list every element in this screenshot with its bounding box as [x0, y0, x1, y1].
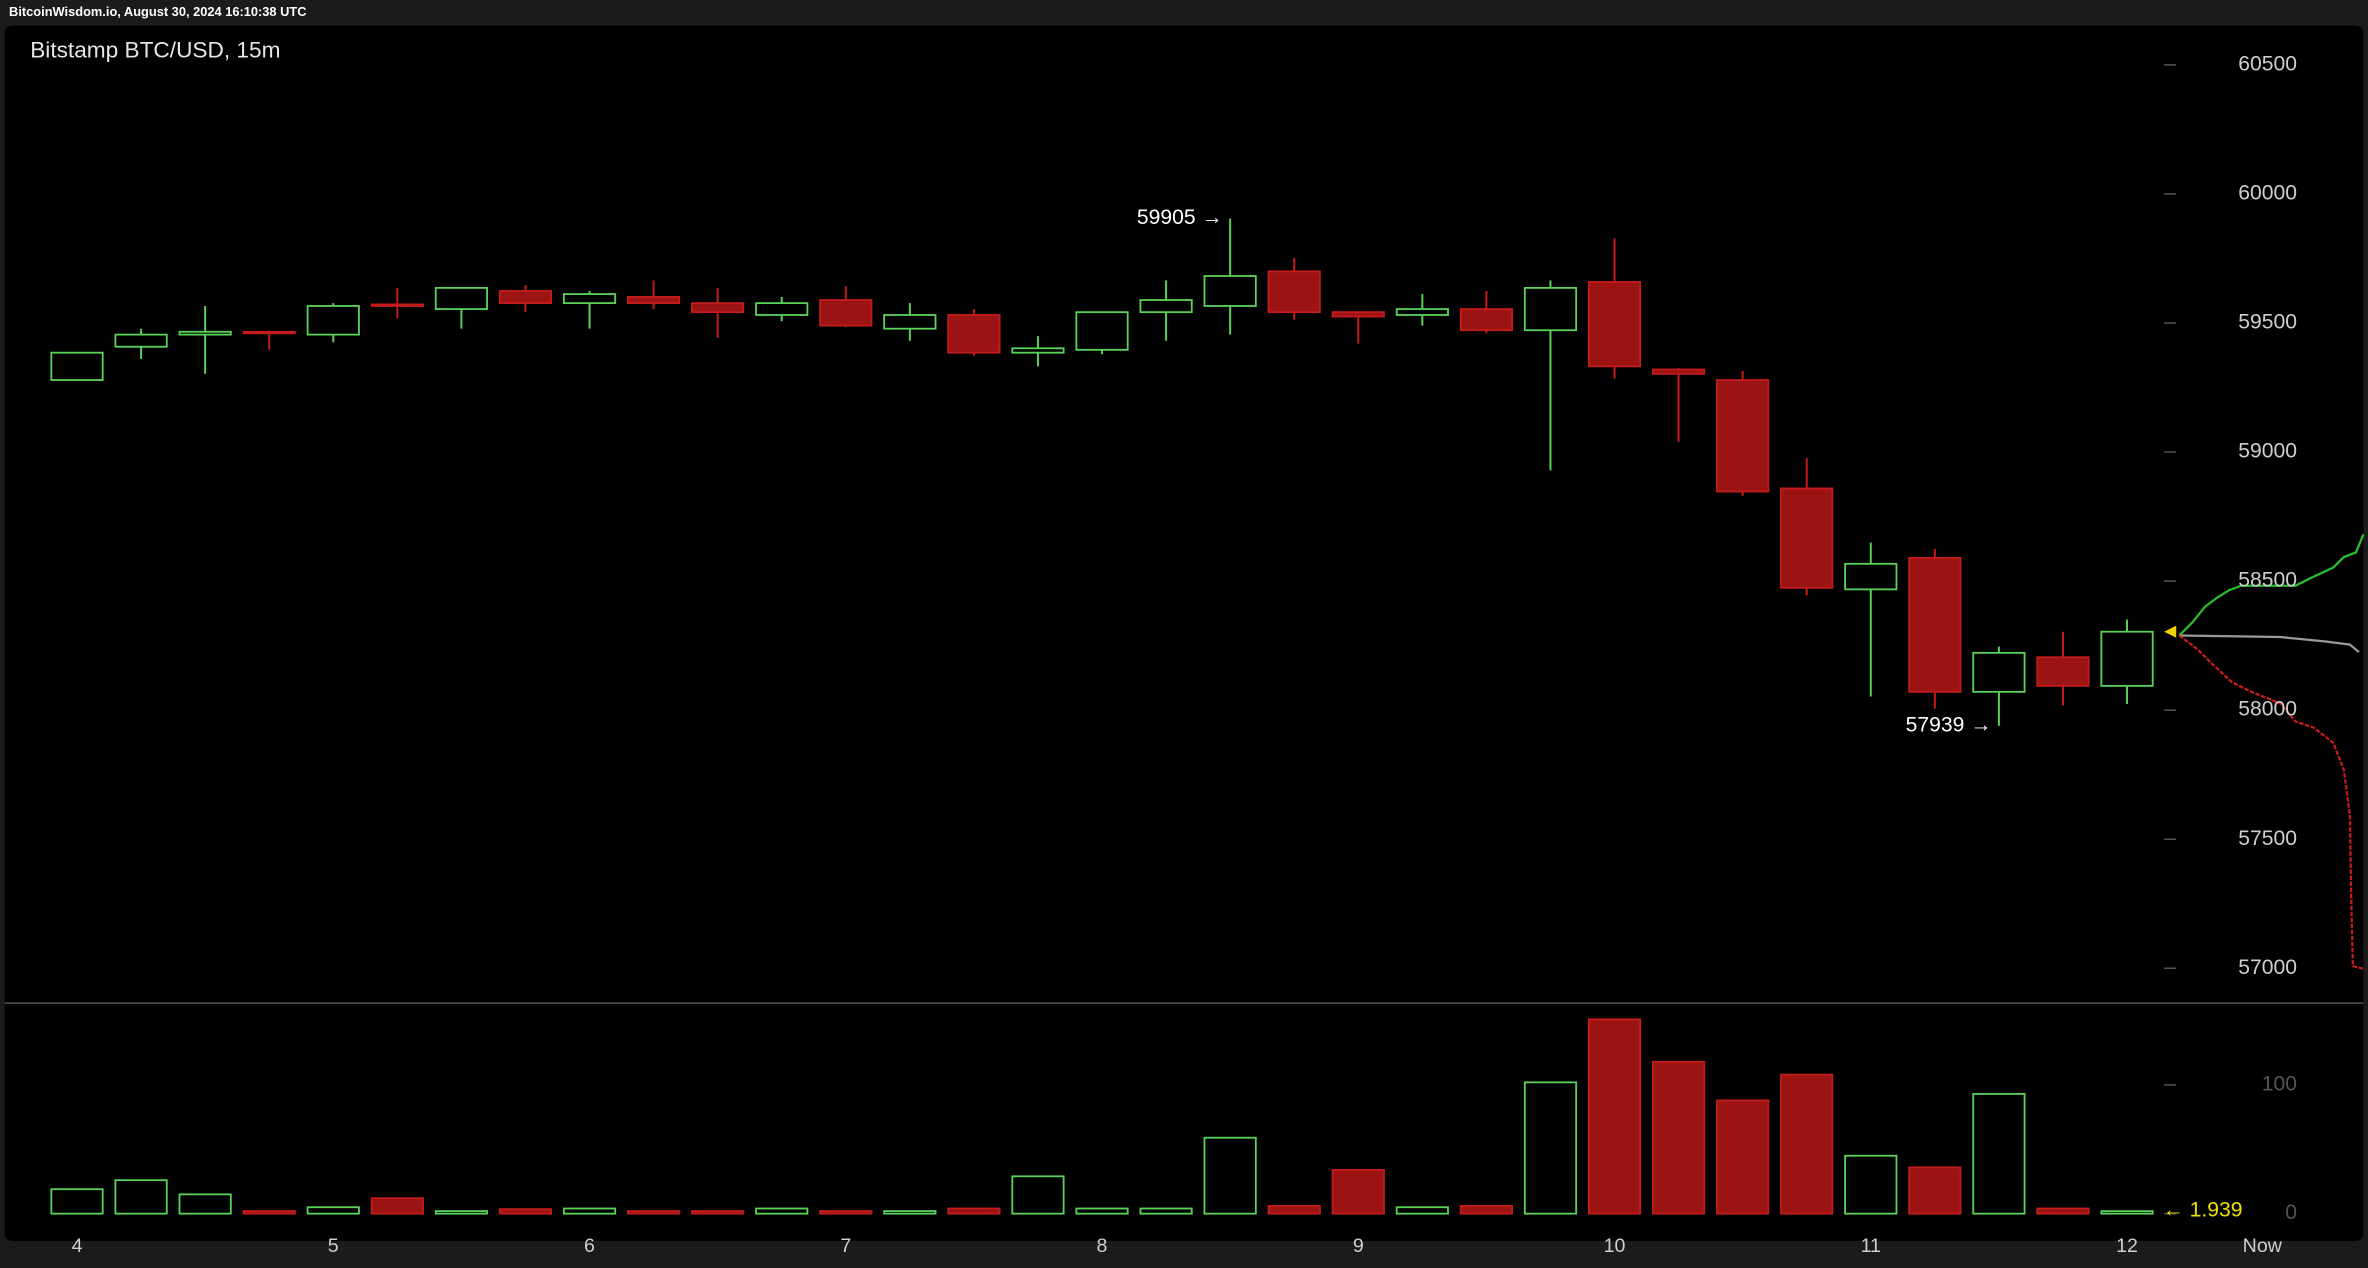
y-tick-label: 59500 [2238, 311, 2297, 334]
candle-body [242, 330, 296, 335]
candle-body [498, 290, 553, 305]
volume-bar [434, 1210, 488, 1215]
depth-ask-line [2178, 634, 2366, 971]
header: BitcoinWisdom.io, August 30, 2024 16:10:… [9, 4, 306, 19]
y-tick-label: 100 [2262, 1073, 2297, 1096]
candle-body [1716, 379, 1770, 493]
candle-body [50, 351, 104, 381]
volume-bar [755, 1207, 809, 1215]
y-tick-label: 58500 [2238, 569, 2297, 592]
volume-bar [114, 1179, 168, 1215]
volume-bar [1139, 1207, 1193, 1215]
candle-body [434, 286, 488, 310]
x-tick-label: 10 [1604, 1235, 1626, 1257]
volume-bar [691, 1210, 745, 1215]
volume-bar [1331, 1168, 1385, 1215]
chart-panel [4, 25, 2364, 1241]
volume-bar [1523, 1081, 1578, 1215]
volume-bar [1459, 1205, 1513, 1215]
candle-body [1844, 562, 1898, 591]
candle-body [1908, 556, 1962, 693]
x-tick-label: 8 [1097, 1235, 1108, 1257]
volume-bar [562, 1207, 617, 1215]
x-tick-label: 11 [1861, 1235, 1881, 1257]
volume-value-label: ← 1.939 [2163, 1199, 2243, 1222]
volume-bar [1844, 1154, 1898, 1215]
candle-body [1075, 311, 1129, 351]
current-price-marker [2164, 625, 2177, 638]
volume-bar [947, 1207, 1001, 1215]
y-tick-label: 60000 [2238, 182, 2297, 205]
volume-bar [1011, 1175, 1065, 1215]
candle-body [1267, 270, 1321, 314]
volume-bar [1395, 1206, 1449, 1215]
candle-body [819, 299, 873, 327]
candle-body [1780, 487, 1834, 589]
volume-bar [1267, 1205, 1321, 1215]
candle-body [1203, 275, 1257, 307]
volume-bar [50, 1188, 104, 1215]
volume-bar [1587, 1018, 1642, 1215]
volume-bar [1203, 1136, 1257, 1215]
candle-body [627, 296, 681, 305]
x-tick-label: 4 [72, 1235, 83, 1257]
volume-bar [306, 1206, 360, 1215]
volume-bar [883, 1210, 937, 1215]
depth-mid-line [2179, 634, 2360, 653]
y-tick-label: 58000 [2238, 698, 2297, 721]
volume-bar [370, 1197, 424, 1215]
x-tick-label: 6 [584, 1235, 595, 1257]
candle-body [755, 302, 809, 316]
candle-body [691, 302, 745, 314]
candle-body [2100, 630, 2154, 687]
x-tick-label: 7 [840, 1235, 851, 1257]
depth-bid-line [2178, 533, 2365, 637]
candle-body [1587, 281, 1642, 368]
volume-bar [1972, 1093, 2026, 1215]
candle-body [114, 333, 168, 348]
candle-body [1395, 308, 1449, 316]
candle-body [883, 314, 937, 330]
candle-body [1331, 311, 1385, 318]
candle-body [178, 330, 232, 336]
candle-body [306, 305, 360, 336]
volume-bar [627, 1210, 681, 1215]
volume-bar [819, 1210, 873, 1215]
candle-body [370, 303, 424, 307]
volume-bar [1652, 1060, 1706, 1215]
y-tick-label: 57500 [2238, 827, 2297, 850]
x-tick-label: 5 [328, 1235, 339, 1257]
volume-bar [1908, 1166, 1962, 1215]
candle-body [947, 314, 1001, 354]
candle-body [1972, 651, 2026, 693]
volume-bar [178, 1193, 232, 1215]
chart-title: Bitstamp BTC/USD, 15m [30, 37, 280, 62]
y-tick-label: 59000 [2238, 440, 2297, 463]
volume-bar [2100, 1210, 2154, 1215]
y-tick-label: 60500 [2238, 52, 2297, 75]
candle-body [1011, 347, 1065, 354]
candle-body [1459, 308, 1513, 332]
y-tick-label: 57000 [2238, 956, 2297, 979]
candle-body [2036, 656, 2090, 687]
x-tick-label: 12 [2116, 1235, 2138, 1257]
candle-body [1652, 368, 1706, 375]
low-label: 57939 → [1906, 713, 1992, 736]
y-tick-label: 0 [2285, 1201, 2297, 1224]
volume-bar [2036, 1207, 2090, 1215]
now-label: Now [2243, 1235, 2283, 1257]
candle-body [562, 293, 617, 305]
volume-bar [1716, 1099, 1770, 1215]
x-tick-label: 9 [1353, 1235, 1364, 1257]
volume-bar [242, 1210, 296, 1215]
volume-bar [1075, 1207, 1129, 1215]
candle-body [1139, 299, 1193, 314]
candle-body [1523, 286, 1578, 332]
high-label: 59905 → [1137, 206, 1223, 229]
volume-bar [498, 1208, 553, 1215]
volume-bar [1780, 1073, 1834, 1215]
